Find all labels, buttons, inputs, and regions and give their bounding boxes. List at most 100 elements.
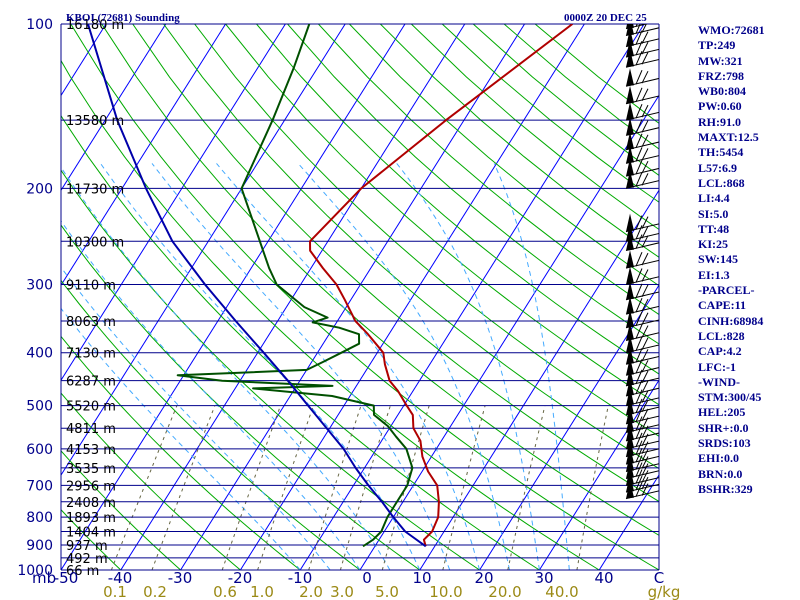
height-label: 1893 m xyxy=(66,511,116,526)
moist-adiabat-line xyxy=(493,163,570,570)
index-item: PW:0.60 xyxy=(698,99,742,114)
pressure-tick-label: 900 xyxy=(26,538,53,554)
height-label: 11730 m xyxy=(66,182,124,197)
temperature-tick-label: 30 xyxy=(534,569,553,587)
mixing-ratio-tick-label: 10.0 xyxy=(429,583,462,600)
mixing-ratio-tick-label: 0.1 xyxy=(103,583,127,600)
index-item: LFC:-1 xyxy=(698,359,736,374)
wind-barb xyxy=(625,250,659,269)
height-label: 10300 m xyxy=(66,235,124,250)
mixing-ratio-tick-label: 0.2 xyxy=(143,583,167,600)
index-item: SHR+:0.0 xyxy=(698,420,749,435)
trace-layer xyxy=(87,24,574,548)
wind-barb xyxy=(625,377,659,397)
isobar-layer xyxy=(60,23,660,571)
index-item: -PARCEL- xyxy=(698,283,755,298)
height-label: 6287 m xyxy=(66,375,116,390)
height-label: 937 m xyxy=(66,539,108,554)
isotherm-line xyxy=(61,24,227,287)
wind-barb xyxy=(625,266,659,285)
wind-barb xyxy=(625,145,659,164)
temperature-tick-label: 20 xyxy=(474,569,493,587)
index-item: LCL:868 xyxy=(698,175,745,190)
observation-time: 0000Z 20 DEC 25 xyxy=(564,12,647,24)
index-item: TP:249 xyxy=(698,38,736,53)
index-item: KI:25 xyxy=(698,237,728,252)
temperature-tick-label: 0 xyxy=(362,569,372,587)
height-label: 66 m xyxy=(66,564,99,579)
dry-adiabat-line xyxy=(61,279,361,570)
pressure-tick-label: 100 xyxy=(26,17,53,33)
index-item: TT:48 xyxy=(698,221,730,236)
isotherm-line xyxy=(61,24,406,570)
temperature-tick-label: -30 xyxy=(168,569,193,587)
mixing-ratio-unit-label: g/kg xyxy=(648,583,681,600)
index-item: RH:91.0 xyxy=(698,114,741,129)
wind-barb xyxy=(625,346,659,365)
index-item: LI:4.4 xyxy=(698,191,730,206)
pressure-tick-label: 300 xyxy=(26,278,53,294)
dewpoint-trace xyxy=(176,24,414,548)
pressure-tick-label: 700 xyxy=(26,478,53,494)
wind-barb xyxy=(625,170,659,189)
moist-adiabat-line xyxy=(61,166,391,570)
wind-barb xyxy=(625,85,659,105)
temperature-tick-label: 10 xyxy=(412,569,431,587)
isotherm-line xyxy=(239,24,585,570)
isotherm-line xyxy=(479,284,659,570)
pressure-tick-label: 1000 xyxy=(17,563,53,579)
height-label: 2408 m xyxy=(66,496,116,511)
wind-barb xyxy=(625,68,659,87)
moist-adiabat-line xyxy=(216,163,481,570)
moist-adiabat-line xyxy=(61,266,331,570)
mixing-ratio-tick-label: 0.6 xyxy=(213,583,237,600)
height-label: 16180 m xyxy=(66,18,124,33)
isotherm-line xyxy=(61,24,286,382)
temperature-tick-label: -50 xyxy=(54,569,79,587)
moist-adiabat-line xyxy=(151,163,451,570)
temperature-tick-label: 40 xyxy=(594,569,613,587)
pressure-tick-label: 600 xyxy=(26,442,53,458)
index-item: LCL:828 xyxy=(698,328,745,343)
height-label: 492 m xyxy=(66,552,108,567)
wind-barb xyxy=(625,213,659,233)
height-label: 5520 m xyxy=(66,400,116,415)
index-item: TH:5454 xyxy=(698,145,744,160)
temperature-tick-label: C xyxy=(654,569,664,587)
mixing-ratio-tick-label: 1.0 xyxy=(250,583,274,600)
wind-barb xyxy=(625,49,659,68)
wind-barb xyxy=(625,39,659,58)
index-item: BSHR:329 xyxy=(698,481,753,496)
index-item: CAPE:11 xyxy=(698,298,746,313)
wind-barb xyxy=(625,102,659,121)
temperature-tick-label: -40 xyxy=(108,569,133,587)
index-item: MW:321 xyxy=(698,53,743,68)
height-label: 8063 m xyxy=(66,315,116,330)
wind-barb xyxy=(625,322,659,342)
index-item: WB0:804 xyxy=(698,84,746,99)
grid-layer xyxy=(61,24,659,570)
moist-adiabat-line xyxy=(396,163,540,570)
station-title: KBOI (72681) Sounding xyxy=(66,12,180,24)
height-label: 1404 m xyxy=(66,525,116,540)
index-item: STM:300/45 xyxy=(698,390,762,405)
pressure-tick-label: 200 xyxy=(26,181,53,197)
isotherm-line xyxy=(61,24,167,192)
mixing-ratio-tick-label: 40.0 xyxy=(545,583,578,600)
index-item: -WIND- xyxy=(698,374,740,389)
wind-barb xyxy=(625,334,659,354)
wind-barb xyxy=(625,367,659,387)
moist-adiabat-line xyxy=(297,163,510,570)
pressure-unit-label: mb xyxy=(32,569,56,587)
temperature-tick-label: -10 xyxy=(288,569,313,587)
height-label: 13580 m xyxy=(66,114,124,129)
wind-barb-column xyxy=(625,24,659,500)
wind-barb xyxy=(625,28,659,48)
wind-barb xyxy=(625,158,659,177)
index-item: EHI:0.0 xyxy=(698,451,740,466)
wind-barb xyxy=(625,480,659,500)
index-item: MAXT:12.5 xyxy=(698,130,759,145)
index-item: EI:1.3 xyxy=(698,267,730,282)
mixing-ratio-tick-label: 3.0 xyxy=(330,583,354,600)
mixing-ratio-line xyxy=(507,405,546,570)
